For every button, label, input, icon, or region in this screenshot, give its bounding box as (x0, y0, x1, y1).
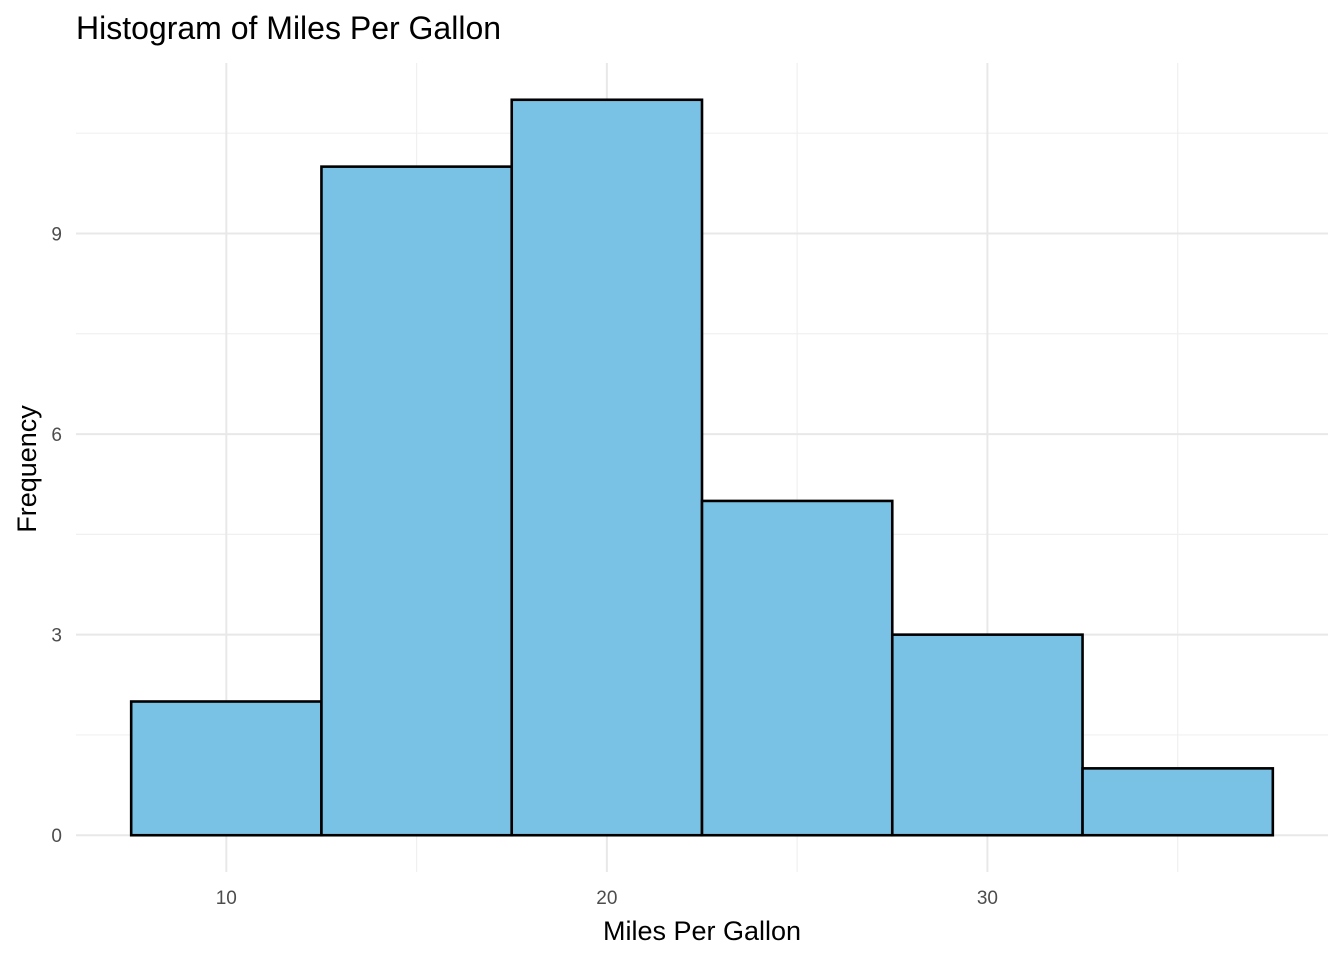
tick-labels-layer: 10 20 30 0 3 6 9 (51, 224, 998, 909)
y-tick-label: 0 (51, 826, 62, 847)
y-tick-label: 9 (51, 224, 62, 245)
x-tick-label: 30 (977, 888, 998, 909)
histogram-bar (890, 633, 1084, 837)
x-axis-title: Miles Per Gallon (603, 916, 801, 946)
y-axis-title: Frequency (12, 405, 42, 533)
chart-title: Histogram of Miles Per Gallon (76, 10, 501, 46)
histogram-bar (1081, 767, 1275, 837)
x-tick-label: 10 (216, 888, 237, 909)
histogram-bar (510, 98, 704, 837)
x-tick-label: 20 (596, 888, 617, 909)
bars-layer (129, 98, 1275, 837)
histogram-bar (700, 499, 894, 837)
y-tick-label: 6 (51, 425, 62, 446)
y-tick-label: 3 (51, 626, 62, 647)
histogram-bar (129, 700, 323, 837)
histogram-bar (320, 165, 514, 837)
